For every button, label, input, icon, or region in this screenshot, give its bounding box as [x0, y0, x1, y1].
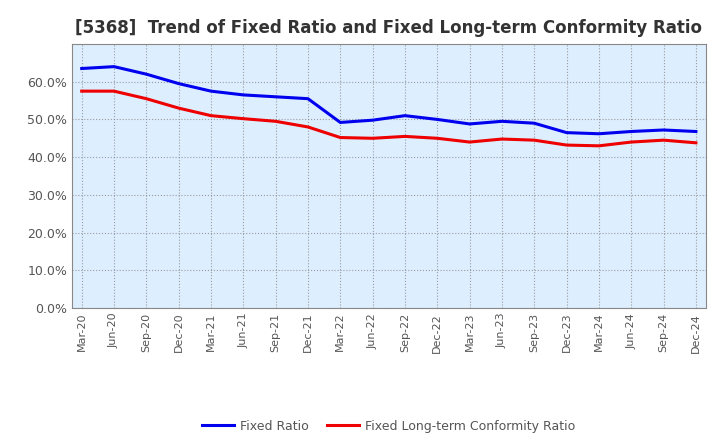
- Fixed Long-term Conformity Ratio: [627, 139, 636, 145]
- Fixed Long-term Conformity Ratio: [660, 138, 668, 143]
- Fixed Long-term Conformity Ratio: [400, 134, 409, 139]
- Fixed Ratio: [142, 72, 150, 77]
- Fixed Ratio: [109, 64, 118, 69]
- Fixed Ratio: [271, 94, 280, 99]
- Fixed Ratio: [627, 129, 636, 134]
- Title: [5368]  Trend of Fixed Ratio and Fixed Long-term Conformity Ratio: [5368] Trend of Fixed Ratio and Fixed Lo…: [76, 19, 702, 37]
- Line: Fixed Ratio: Fixed Ratio: [81, 66, 696, 134]
- Fixed Long-term Conformity Ratio: [530, 138, 539, 143]
- Fixed Ratio: [498, 119, 506, 124]
- Legend: Fixed Ratio, Fixed Long-term Conformity Ratio: Fixed Ratio, Fixed Long-term Conformity …: [197, 414, 580, 437]
- Fixed Long-term Conformity Ratio: [239, 116, 248, 121]
- Fixed Long-term Conformity Ratio: [304, 125, 312, 130]
- Fixed Ratio: [207, 88, 215, 94]
- Fixed Ratio: [595, 131, 603, 136]
- Fixed Ratio: [400, 113, 409, 118]
- Fixed Ratio: [433, 117, 441, 122]
- Fixed Ratio: [336, 120, 345, 125]
- Fixed Long-term Conformity Ratio: [77, 88, 86, 94]
- Fixed Ratio: [77, 66, 86, 71]
- Fixed Ratio: [692, 129, 701, 134]
- Fixed Ratio: [174, 81, 183, 86]
- Fixed Ratio: [304, 96, 312, 101]
- Fixed Long-term Conformity Ratio: [692, 140, 701, 146]
- Fixed Long-term Conformity Ratio: [369, 136, 377, 141]
- Fixed Long-term Conformity Ratio: [336, 135, 345, 140]
- Fixed Long-term Conformity Ratio: [433, 136, 441, 141]
- Fixed Ratio: [562, 130, 571, 135]
- Fixed Ratio: [465, 121, 474, 127]
- Fixed Long-term Conformity Ratio: [562, 143, 571, 148]
- Fixed Long-term Conformity Ratio: [109, 88, 118, 94]
- Fixed Long-term Conformity Ratio: [271, 119, 280, 124]
- Fixed Long-term Conformity Ratio: [498, 136, 506, 142]
- Fixed Ratio: [660, 127, 668, 132]
- Fixed Ratio: [530, 121, 539, 126]
- Fixed Ratio: [369, 117, 377, 123]
- Fixed Long-term Conformity Ratio: [465, 139, 474, 145]
- Fixed Long-term Conformity Ratio: [142, 96, 150, 101]
- Fixed Ratio: [239, 92, 248, 98]
- Fixed Long-term Conformity Ratio: [174, 106, 183, 111]
- Fixed Long-term Conformity Ratio: [595, 143, 603, 148]
- Line: Fixed Long-term Conformity Ratio: Fixed Long-term Conformity Ratio: [81, 91, 696, 146]
- Fixed Long-term Conformity Ratio: [207, 113, 215, 118]
